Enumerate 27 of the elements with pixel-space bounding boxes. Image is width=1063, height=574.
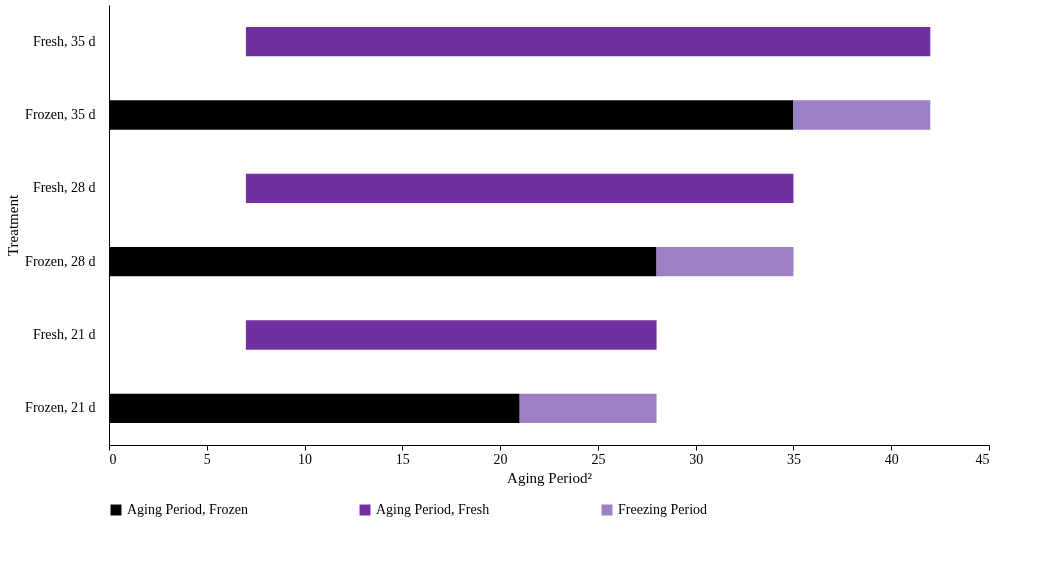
y-tick-label: Fresh, 21 d — [32, 327, 96, 342]
x-tick-label: 25 — [591, 451, 606, 467]
x-tick-label: 15 — [395, 451, 410, 467]
bar — [656, 247, 794, 277]
bar — [519, 393, 657, 423]
legend-label: Aging Period, Fresh — [376, 502, 490, 517]
x-tick-label: 0 — [109, 451, 117, 467]
y-tick-label: Fresh, 28 d — [32, 180, 96, 196]
x-tick-label: 30 — [689, 451, 704, 467]
bar — [245, 173, 794, 203]
x-axis-title: Aging Period² — [507, 469, 593, 486]
x-tick-label: 20 — [493, 451, 508, 467]
x-tick-label: 40 — [884, 451, 899, 467]
legend-label: Aging Period, Frozen — [127, 502, 248, 517]
x-tick-label: 45 — [975, 451, 990, 467]
x-tick-label: 10 — [298, 451, 313, 467]
y-tick-label: Frozen, 21 d — [25, 400, 96, 416]
y-tick-label: Frozen, 35 d — [25, 107, 96, 122]
x-tick-label: 35 — [786, 451, 801, 467]
y-axis-title: Treatment — [5, 194, 22, 257]
y-tick-label: Fresh, 35 d — [32, 33, 96, 49]
bar — [245, 320, 657, 350]
bar — [245, 27, 931, 57]
legend-label: Freezing Period — [618, 502, 708, 517]
y-tick-label: Frozen, 28 d — [25, 253, 96, 269]
x-tick-label: 5 — [203, 451, 211, 467]
bar — [793, 100, 931, 130]
